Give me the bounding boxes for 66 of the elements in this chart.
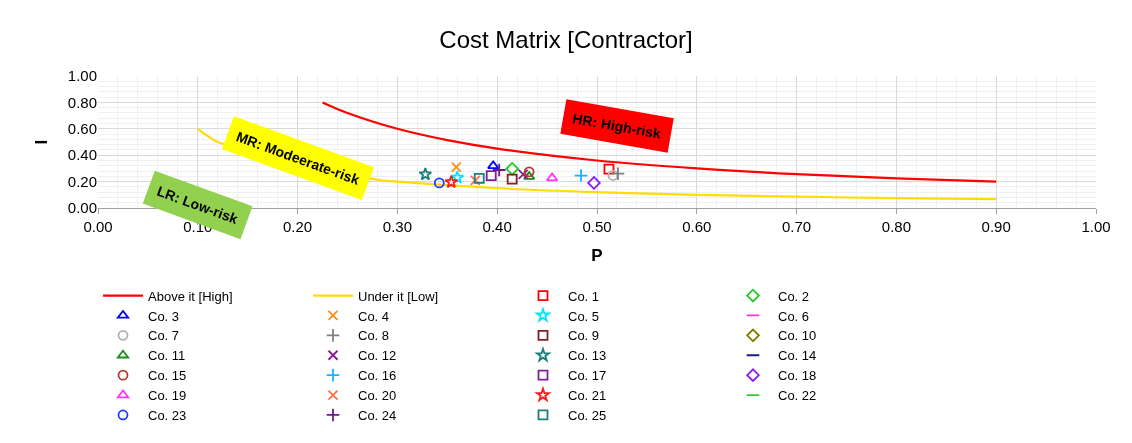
legend-label: Co. 21 bbox=[568, 388, 607, 404]
legend-label: Co. 22 bbox=[778, 388, 817, 404]
legend-label: Co. 19 bbox=[148, 388, 187, 404]
legend-label: Co. 23 bbox=[148, 408, 187, 424]
point bbox=[444, 174, 459, 189]
legend-label: Under it [Low] bbox=[358, 288, 439, 304]
x-axis-title: P bbox=[591, 246, 603, 266]
legend-label: Co. 16 bbox=[358, 368, 397, 384]
legend-label: Co. 24 bbox=[358, 408, 397, 424]
legend-label: Co. 2 bbox=[778, 288, 810, 304]
point bbox=[492, 162, 507, 178]
x-tick-label: 0.70 bbox=[782, 218, 812, 235]
legend-label: Co. 9 bbox=[568, 328, 600, 344]
x-tick-label: 0.30 bbox=[382, 218, 412, 235]
legend-label: Co. 4 bbox=[358, 308, 390, 324]
legend-label: Co. 14 bbox=[778, 348, 817, 364]
point bbox=[587, 176, 601, 190]
point bbox=[450, 170, 465, 184]
chart-title: Cost Matrix [Contractor] bbox=[439, 25, 693, 53]
legend-label: Co. 18 bbox=[778, 368, 817, 384]
y-tick-label: 0.40 bbox=[67, 146, 97, 164]
point bbox=[545, 172, 559, 182]
legend-label: Co. 12 bbox=[358, 348, 397, 364]
legend-label: Co. 6 bbox=[778, 308, 810, 324]
point bbox=[418, 167, 433, 181]
annotation: HR: High-risk bbox=[571, 110, 663, 142]
point bbox=[603, 163, 615, 175]
point bbox=[506, 173, 518, 185]
x-tick-label: 0.50 bbox=[582, 218, 612, 235]
y-tick-label: 0.00 bbox=[67, 199, 97, 217]
legend-label: Co. 17 bbox=[568, 368, 607, 384]
legend-label: Co. 7 bbox=[148, 328, 180, 344]
y-tick-label: 1.00 bbox=[67, 67, 97, 85]
point bbox=[517, 168, 529, 180]
legend-label: Co. 11 bbox=[148, 348, 186, 364]
y-axis-title: I bbox=[32, 139, 52, 145]
point bbox=[469, 174, 481, 186]
x-tick-label: 0.40 bbox=[482, 218, 512, 235]
point bbox=[450, 161, 462, 173]
point bbox=[523, 166, 535, 178]
legend-label: Co. 8 bbox=[358, 328, 390, 344]
legend-label: Co. 10 bbox=[778, 328, 817, 344]
legend-label: Co. 15 bbox=[148, 368, 187, 384]
x-tick-label: 1.00 bbox=[1081, 218, 1111, 235]
point bbox=[573, 168, 589, 183]
legend-label: Co. 25 bbox=[568, 408, 607, 424]
point bbox=[505, 162, 519, 176]
y-tick-label: 0.20 bbox=[67, 172, 97, 190]
point bbox=[610, 166, 626, 181]
y-tick-label: 0.80 bbox=[67, 93, 97, 111]
y-tick-label: 0.60 bbox=[67, 120, 97, 138]
x-tick-label: 0.90 bbox=[981, 218, 1011, 235]
legend-label: Co. 5 bbox=[568, 308, 600, 324]
legend-label: Co. 3 bbox=[148, 308, 180, 324]
point bbox=[433, 177, 445, 189]
x-tick-label: 0.00 bbox=[83, 218, 113, 235]
x-tick-label: 0.20 bbox=[283, 218, 313, 235]
legend-label: Co. 1 bbox=[568, 288, 600, 304]
legend-label: Co. 20 bbox=[358, 388, 397, 404]
point bbox=[473, 173, 485, 184]
point bbox=[487, 160, 500, 170]
point bbox=[485, 170, 497, 181]
legend-label: Co. 13 bbox=[568, 348, 607, 364]
x-tick-label: 0.60 bbox=[682, 218, 712, 235]
x-tick-label: 0.80 bbox=[881, 218, 911, 235]
legend-label: Above it [High] bbox=[148, 288, 233, 304]
